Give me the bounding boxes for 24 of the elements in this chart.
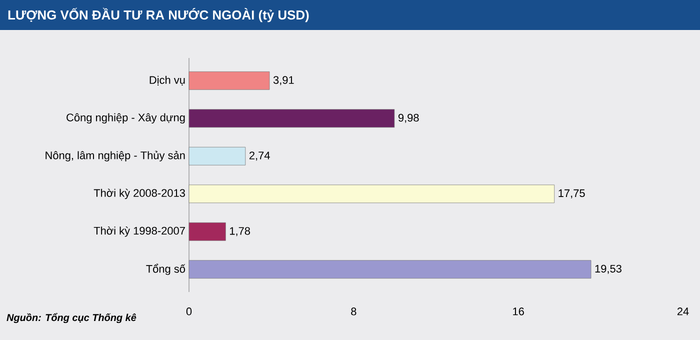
x-tick-label: 8 <box>351 308 356 316</box>
x-tick-label: 16 <box>513 308 524 316</box>
bar <box>188 222 226 241</box>
data-label: 17,75 <box>558 189 585 198</box>
y-tick-label: Công nghiệp - Xây dựng <box>66 113 185 124</box>
data-label: 9,98 <box>398 114 419 123</box>
bar <box>188 71 270 90</box>
data-label: 2,74 <box>249 152 270 161</box>
x-tick-label: 0 <box>186 308 192 316</box>
y-tick-label: Dịch vụ <box>150 76 185 86</box>
data-label: 3,91 <box>273 76 294 86</box>
x-tick-label: 24 <box>677 308 689 316</box>
y-tick-label: Thời kỳ 2008-2013 <box>94 188 185 200</box>
y-tick-label: Thời kỳ 1998-2007 <box>94 226 185 237</box>
bar <box>188 260 592 279</box>
bar <box>188 146 246 166</box>
bar <box>188 109 395 128</box>
bar <box>188 184 555 204</box>
chart-title: LƯỢNG VỐN ĐẦU TƯ RA NƯỚC NGOÀI (tỷ USD) <box>8 8 309 22</box>
text: Nguồn: Tổng cục Thống kê <box>6 312 136 324</box>
y-tick-label: Nông, lâm nghiệp - Thủy sản <box>46 150 185 162</box>
data-label: 19,53 <box>595 264 622 274</box>
y-tick-label: Tổng số <box>146 264 186 275</box>
data-label: 1,78 <box>230 227 250 236</box>
